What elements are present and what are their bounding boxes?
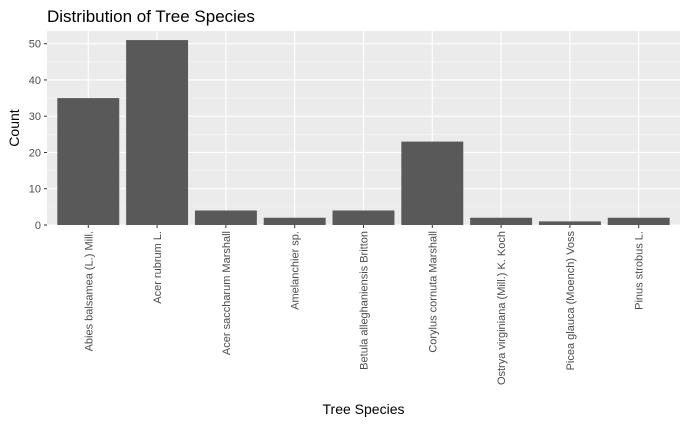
y-axis-ticks: 0 10 20 30 40 50 — [29, 39, 47, 232]
bar — [401, 141, 464, 225]
bar — [126, 40, 189, 225]
x-tick-label: Betula alleghaniensis Britton — [359, 231, 371, 370]
bar — [194, 210, 257, 225]
x-axis-title: Tree Species — [323, 401, 405, 417]
bar — [263, 217, 326, 225]
bar — [470, 217, 533, 225]
x-axis-ticks: Abies balsamea (L.) Mill. Acer rubrum L. A… — [83, 225, 646, 385]
y-tick-label: 40 — [29, 75, 41, 87]
x-tick-label: Picea glauca (Moench) Voss — [565, 231, 577, 371]
y-axis-title: Count — [6, 109, 22, 146]
x-tick-label: Ostrya virginiana (Mill.) K. Koch — [496, 231, 508, 385]
bar — [607, 217, 670, 225]
x-tick-label: Acer rubrum L. — [152, 231, 164, 304]
bar — [57, 98, 120, 225]
x-tick-label: Corylus cornuta Marshall — [427, 231, 439, 353]
y-tick-label: 50 — [29, 39, 41, 51]
y-tick-label: 20 — [29, 147, 41, 159]
x-tick-label: Amelanchier sp. — [290, 231, 302, 310]
x-tick-label: Acer saccharum Marshall — [221, 231, 233, 355]
x-tick-label: Pinus strobus L. — [634, 231, 646, 310]
x-tick-label: Abies balsamea (L.) Mill. — [83, 231, 95, 351]
y-tick-label: 0 — [35, 220, 41, 232]
y-tick-label: 30 — [29, 111, 41, 123]
bar — [332, 210, 395, 225]
bar — [538, 221, 601, 225]
bars — [57, 40, 670, 225]
y-tick-label: 10 — [29, 184, 41, 196]
chart-title: Distribution of Tree Species — [47, 7, 255, 26]
